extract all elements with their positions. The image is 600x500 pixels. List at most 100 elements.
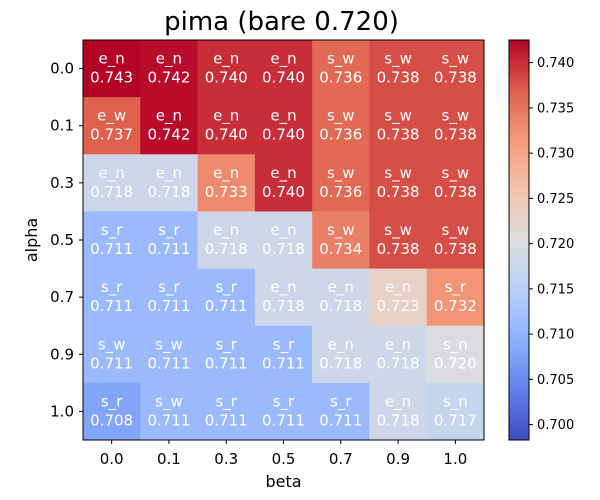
cell-value-label: 0.738 xyxy=(377,240,420,258)
cell-tag-label: e_n xyxy=(213,164,239,183)
heatmap-cell xyxy=(312,325,370,384)
heatmap-cell xyxy=(197,268,256,327)
cell-value-label: 0.711 xyxy=(205,297,248,315)
cell-value-label: 0.718 xyxy=(147,183,190,201)
colorbar-tick-label: 0.730 xyxy=(537,147,574,162)
colorbar-tick-label: 0.705 xyxy=(537,373,574,388)
heatmap-cell xyxy=(426,97,485,155)
cell-tag-label: e_n xyxy=(385,392,411,411)
heatmap-cell xyxy=(369,325,428,384)
colorbar-ticks: 0.700 0.705 0.710 0.715 0.720 0.725 0.730 0.735… xyxy=(529,56,574,433)
cell-tag-label: s_r xyxy=(445,278,467,297)
cell-value-label: 0.738 xyxy=(377,183,420,201)
x-tick-label: 0.5 xyxy=(272,450,296,468)
heatmap-cell xyxy=(426,154,485,212)
cell-tag-label: e_n xyxy=(270,278,296,297)
cell-value-label: 0.717 xyxy=(434,411,477,429)
cell-value-label: 0.736 xyxy=(319,183,362,201)
cell-tag-label: e_n xyxy=(385,335,411,354)
chart-title: pima (bare 0.720) xyxy=(164,7,399,37)
cell-tag-label: s_w xyxy=(327,164,355,183)
x-axis-label: beta xyxy=(265,472,301,491)
cell-tag-label: e_n xyxy=(213,221,239,240)
x-tick-label: 0.7 xyxy=(329,450,353,468)
cell-value-label: 0.708 xyxy=(90,411,133,429)
heatmap-cell xyxy=(140,211,198,269)
y-tick-label: 0.5 xyxy=(50,231,74,249)
cell-tag-label: s_w xyxy=(98,335,126,354)
cell-value-label: 0.740 xyxy=(262,69,305,87)
heatmap-cell xyxy=(369,97,428,155)
cell-tag-label: s_w xyxy=(384,164,412,183)
x-tick-label: 0.9 xyxy=(386,450,410,468)
cell-value-label: 0.718 xyxy=(205,240,248,258)
x-tick-label: 1.0 xyxy=(443,450,467,468)
cell-value-label: 0.711 xyxy=(205,354,248,372)
colorbar-tick-label: 0.740 xyxy=(537,56,574,71)
cell-value-label: 0.718 xyxy=(377,354,420,372)
heatmap-cell xyxy=(83,97,141,155)
heatmap-cell xyxy=(254,154,313,212)
cell-tag-label: e_n xyxy=(270,107,296,126)
cell-tag-label: s_w xyxy=(384,221,412,240)
cell-tag-label: e_w xyxy=(97,107,126,126)
heatmap-cell xyxy=(197,211,256,269)
cell-tag-label: e_n xyxy=(328,278,354,297)
cell-value-label: 0.734 xyxy=(319,240,362,258)
heatmap-cell xyxy=(140,97,198,155)
heatmap-cell xyxy=(312,40,370,98)
heatmap-cell xyxy=(312,97,370,155)
cell-tag-label: s_w xyxy=(327,50,355,69)
cell-tag-label: e_n xyxy=(213,107,239,126)
heatmap-cell xyxy=(312,382,370,441)
cell-tag-label: s_r xyxy=(273,335,295,354)
cell-tag-label: e_n xyxy=(99,164,125,183)
cell-value-label: 0.743 xyxy=(90,69,133,87)
colorbar-tick-label: 0.715 xyxy=(537,282,574,297)
y-tick-label: 0.9 xyxy=(50,345,74,363)
heatmap-cell xyxy=(140,382,198,441)
cell-value-label: 0.740 xyxy=(205,126,248,144)
heatmap-cells: e_n0.743e_n0.742e_n0.740e_n0.740s_w0.736… xyxy=(83,40,485,441)
cell-tag-label: s_n xyxy=(443,392,468,411)
cell-value-label: 0.738 xyxy=(434,126,477,144)
cell-value-label: 0.711 xyxy=(147,411,190,429)
cell-value-label: 0.738 xyxy=(434,240,477,258)
y-axis-ticks: 0.0 0.1 0.3 0.5 0.7 0.9 1.0 xyxy=(50,60,83,420)
cell-tag-label: s_r xyxy=(215,392,237,411)
cell-value-label: 0.736 xyxy=(319,126,362,144)
cell-value-label: 0.718 xyxy=(319,354,362,372)
heatmap-cell xyxy=(140,40,198,98)
cell-value-label: 0.740 xyxy=(262,183,305,201)
heatmap-cell xyxy=(197,97,256,155)
heatmap-cell xyxy=(140,154,198,212)
x-tick-label: 0.0 xyxy=(100,450,124,468)
colorbar xyxy=(508,39,530,441)
cell-value-label: 0.718 xyxy=(262,297,305,315)
cell-tag-label: s_w xyxy=(442,221,470,240)
cell-tag-label: e_n xyxy=(270,50,296,69)
cell-tag-label: s_n xyxy=(443,335,468,354)
cell-tag-label: e_n xyxy=(156,50,182,69)
cell-tag-label: s_r xyxy=(273,392,295,411)
cell-tag-label: s_r xyxy=(215,278,237,297)
cell-tag-label: s_w xyxy=(155,392,183,411)
cell-tag-label: s_w xyxy=(442,50,470,69)
cell-tag-label: s_w xyxy=(155,335,183,354)
cell-value-label: 0.738 xyxy=(434,69,477,87)
y-tick-label: 1.0 xyxy=(50,402,74,420)
cell-value-label: 0.711 xyxy=(90,297,133,315)
cell-value-label: 0.742 xyxy=(147,126,190,144)
plot-frame xyxy=(82,39,485,441)
colorbar-tick-label: 0.710 xyxy=(537,328,574,343)
heatmap-cell xyxy=(254,97,313,155)
cell-tag-label: s_w xyxy=(384,50,412,69)
heatmap-cell xyxy=(254,211,313,269)
cell-tag-label: e_n xyxy=(385,278,411,297)
heatmap-cell xyxy=(426,211,485,269)
cell-tag-label: e_n xyxy=(99,50,125,69)
x-axis-ticks: 0.0 0.1 0.3 0.5 0.7 0.9 1.0 xyxy=(100,440,467,468)
y-tick-label: 0.7 xyxy=(50,288,74,306)
heatmap-cell xyxy=(254,325,313,384)
